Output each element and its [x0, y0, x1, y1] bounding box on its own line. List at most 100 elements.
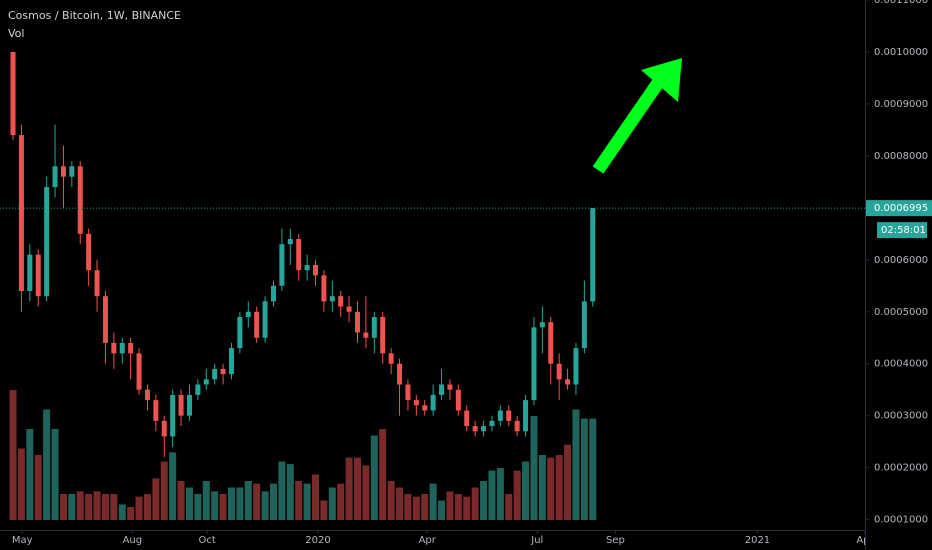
candle-body	[573, 348, 579, 385]
volume-bar	[101, 494, 109, 520]
candle-body	[422, 405, 428, 411]
candle-body	[77, 166, 83, 234]
volume-bar	[236, 487, 244, 520]
volume-bar	[463, 496, 471, 520]
candle-body	[430, 394, 436, 411]
x-tick-label: Aug	[123, 535, 143, 546]
candle-body	[464, 410, 470, 427]
volume-bar	[362, 465, 370, 520]
volume-bar	[530, 416, 538, 520]
candle-body	[548, 322, 554, 364]
volume-bar	[572, 409, 580, 520]
x-tick-label: 2021	[745, 535, 770, 546]
volume-bar	[143, 494, 151, 520]
candle-body	[94, 270, 100, 297]
y-tick-label: 0.0003000	[874, 411, 928, 422]
candle-body	[10, 51, 16, 136]
candle-body	[296, 239, 302, 271]
volume-bar	[387, 481, 395, 520]
candle-body	[44, 187, 50, 297]
volume-bar	[68, 494, 76, 520]
candle-body	[531, 327, 537, 401]
volume-bar	[26, 429, 34, 520]
x-tick-label: Apr	[419, 535, 437, 546]
volume-bar	[51, 429, 59, 520]
volume-bar	[370, 435, 378, 520]
candle-body	[514, 420, 520, 432]
candle-body	[18, 135, 24, 291]
candle-body	[279, 244, 285, 286]
candle-layer	[0, 51, 865, 458]
volume-bar	[438, 500, 446, 520]
candle-body	[60, 166, 66, 177]
candle-body	[346, 306, 352, 312]
volume-bar	[303, 483, 311, 520]
y-tick-label: 0.0001000	[874, 515, 928, 526]
volume-bar	[244, 481, 252, 520]
candle-body	[539, 322, 545, 328]
candle-body	[178, 394, 184, 416]
candle-body	[102, 296, 108, 343]
volume-bar	[513, 470, 521, 520]
y-tick-label: 0.0002000	[874, 463, 928, 474]
last-price-label: 0.0006995	[874, 203, 928, 214]
candle-body	[489, 420, 495, 427]
volume-bar	[169, 452, 177, 520]
volume-bar	[59, 494, 67, 520]
x-tick-label: May	[12, 535, 33, 546]
candle-body	[111, 342, 117, 354]
candle-body	[523, 400, 529, 432]
candle-body	[86, 233, 92, 271]
candle-body	[371, 316, 377, 338]
candle-body	[497, 410, 503, 421]
candle-body	[212, 368, 218, 380]
volume-bar	[421, 494, 429, 520]
volume-bar	[17, 448, 25, 520]
candle-body	[287, 239, 293, 245]
candle-body	[228, 348, 234, 375]
x-tick-label: 2020	[305, 535, 330, 546]
candle-body	[338, 296, 344, 307]
volume-bar	[261, 491, 269, 520]
volume-bar	[320, 500, 328, 520]
volume-bar	[9, 390, 17, 520]
volume-bar	[454, 494, 462, 520]
candle-body	[220, 368, 226, 375]
volume-bar	[85, 494, 93, 520]
candle-body	[380, 316, 386, 354]
volume-bar	[396, 487, 404, 520]
candle-body	[254, 311, 260, 338]
last-price-box	[866, 200, 932, 217]
x-tick-label: Jul	[530, 535, 543, 546]
candle-body	[270, 285, 276, 302]
y-tick-label: 0.0004000	[874, 359, 928, 370]
volume-bar	[589, 418, 597, 520]
volume-bar	[471, 487, 479, 520]
volume-bar	[286, 464, 294, 520]
candle-body	[590, 208, 596, 302]
volume-bar	[337, 483, 345, 520]
volume-bar	[496, 468, 504, 520]
candle-body	[69, 166, 75, 177]
y-tick-label: 0.0005000	[874, 307, 928, 318]
candle-body	[405, 384, 411, 401]
volume-bar	[278, 461, 286, 520]
volume-bar	[127, 507, 135, 520]
candle-body	[439, 384, 445, 395]
volume-bar	[43, 409, 51, 520]
chart-title: Cosmos / Bitcoin, 1W, BINANCE	[8, 9, 181, 22]
volume-bar	[328, 487, 336, 520]
volume-bar	[93, 491, 101, 520]
y-tick-label: 0.0008000	[874, 151, 928, 162]
candle-body	[119, 342, 125, 354]
candle-body	[329, 296, 335, 302]
y-tick-label: 0.0010000	[874, 47, 928, 58]
volume-bar	[580, 418, 588, 520]
countdown-box	[877, 222, 927, 239]
candle-body	[161, 420, 167, 437]
volume-bar	[312, 474, 320, 520]
candle-body	[186, 394, 192, 416]
candle-body	[195, 384, 201, 395]
candle-body	[128, 342, 134, 354]
